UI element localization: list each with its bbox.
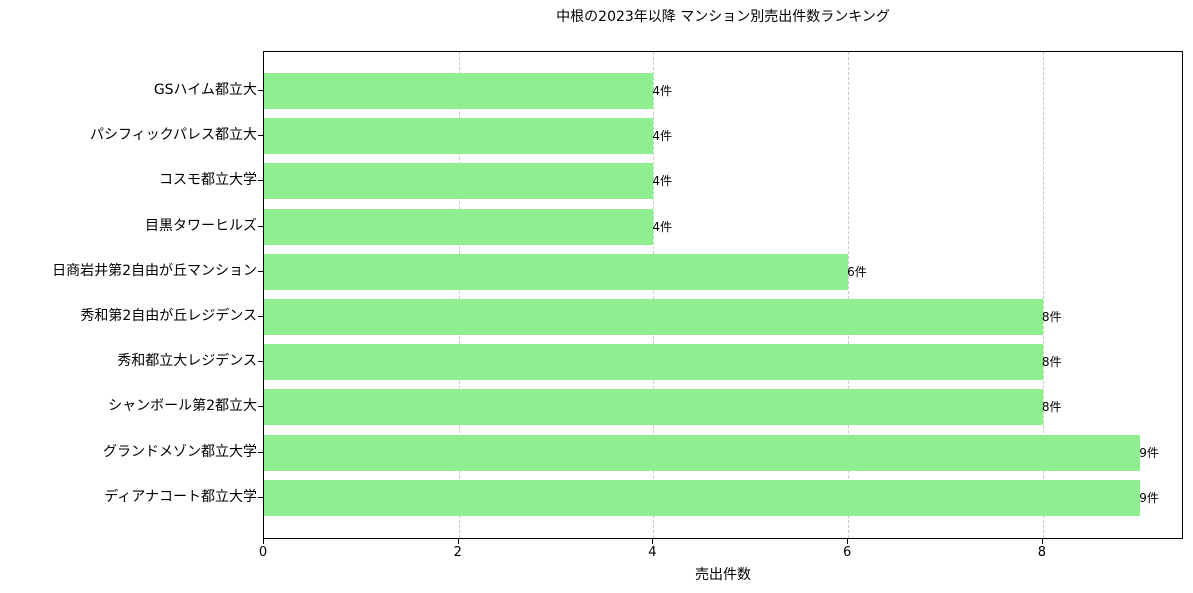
plot-area: 4件 4件 4件 4件 6件 8件 8件 8件 9件 9件 (263, 51, 1183, 539)
x-tick (263, 539, 264, 544)
bar (264, 299, 1043, 335)
y-tick-label: シャンボール第2都立大 (108, 398, 257, 415)
x-gridline (1042, 52, 1044, 538)
bar (264, 118, 654, 155)
x-gridline (458, 52, 460, 538)
bar (264, 479, 1141, 516)
y-tick (258, 496, 263, 498)
y-tick (258, 180, 263, 182)
y-tick-label: コスモ都立大学 (159, 172, 257, 189)
bar (264, 163, 654, 200)
y-tick-label: 秀和都立大レジデンス (117, 353, 257, 370)
bar-value-label: 4件 (652, 84, 673, 98)
x-tick-label: 8 (1037, 545, 1046, 560)
bar-value-label: 6件 (847, 264, 867, 279)
bar-value-label: 9件 (1139, 490, 1159, 505)
y-tick-label: 日商岩井第2自由が丘マンション (52, 262, 257, 279)
y-tick-label: 目黒タワーヒルズ (145, 217, 257, 234)
y-tick-label: GSハイム都立大 (153, 82, 257, 98)
x-tick-label: 2 (453, 545, 462, 560)
bar-value-label: 9件 (1139, 445, 1159, 460)
bar (264, 434, 1141, 471)
y-tick-label: 秀和第2自由が丘レジデンス (80, 308, 257, 324)
bar (264, 344, 1043, 381)
x-tick (652, 539, 654, 544)
y-tick-label: ディアナコート都立大学 (104, 488, 257, 505)
y-tick (258, 451, 263, 453)
y-tick (258, 361, 263, 363)
bar (264, 208, 654, 245)
x-tick-label: 4 (648, 545, 657, 560)
y-tick (258, 316, 263, 317)
chart-title: 中根の2023年以降 マンション別売出件数ランキング (556, 9, 890, 25)
bar-value-label: 8件 (1041, 355, 1062, 370)
x-tick (847, 539, 849, 544)
x-gridline (848, 52, 850, 538)
y-tick-label: パシフィックパレス都立大 (89, 127, 257, 144)
bar-value-label: 4件 (652, 129, 673, 144)
x-tick-label: 6 (842, 545, 852, 560)
bar-value-label: 8件 (1041, 310, 1062, 324)
y-tick (258, 225, 263, 227)
bar (264, 73, 654, 109)
x-gridline (653, 52, 655, 538)
bar (264, 253, 849, 290)
y-tick (258, 406, 263, 408)
bar-value-label: 4件 (652, 219, 673, 234)
bar-value-label: 8件 (1041, 400, 1062, 415)
x-tick (1041, 539, 1043, 544)
x-tick-label: 0 (258, 545, 268, 560)
y-tick-label: グランドメゾン都立大学 (103, 443, 257, 460)
x-tick (457, 539, 459, 544)
bar-value-label: 4件 (652, 174, 673, 189)
x-axis-label: 売出件数 (695, 567, 751, 583)
y-tick (258, 270, 263, 272)
bar (264, 389, 1043, 426)
y-tick (258, 135, 263, 137)
y-tick (258, 90, 263, 91)
